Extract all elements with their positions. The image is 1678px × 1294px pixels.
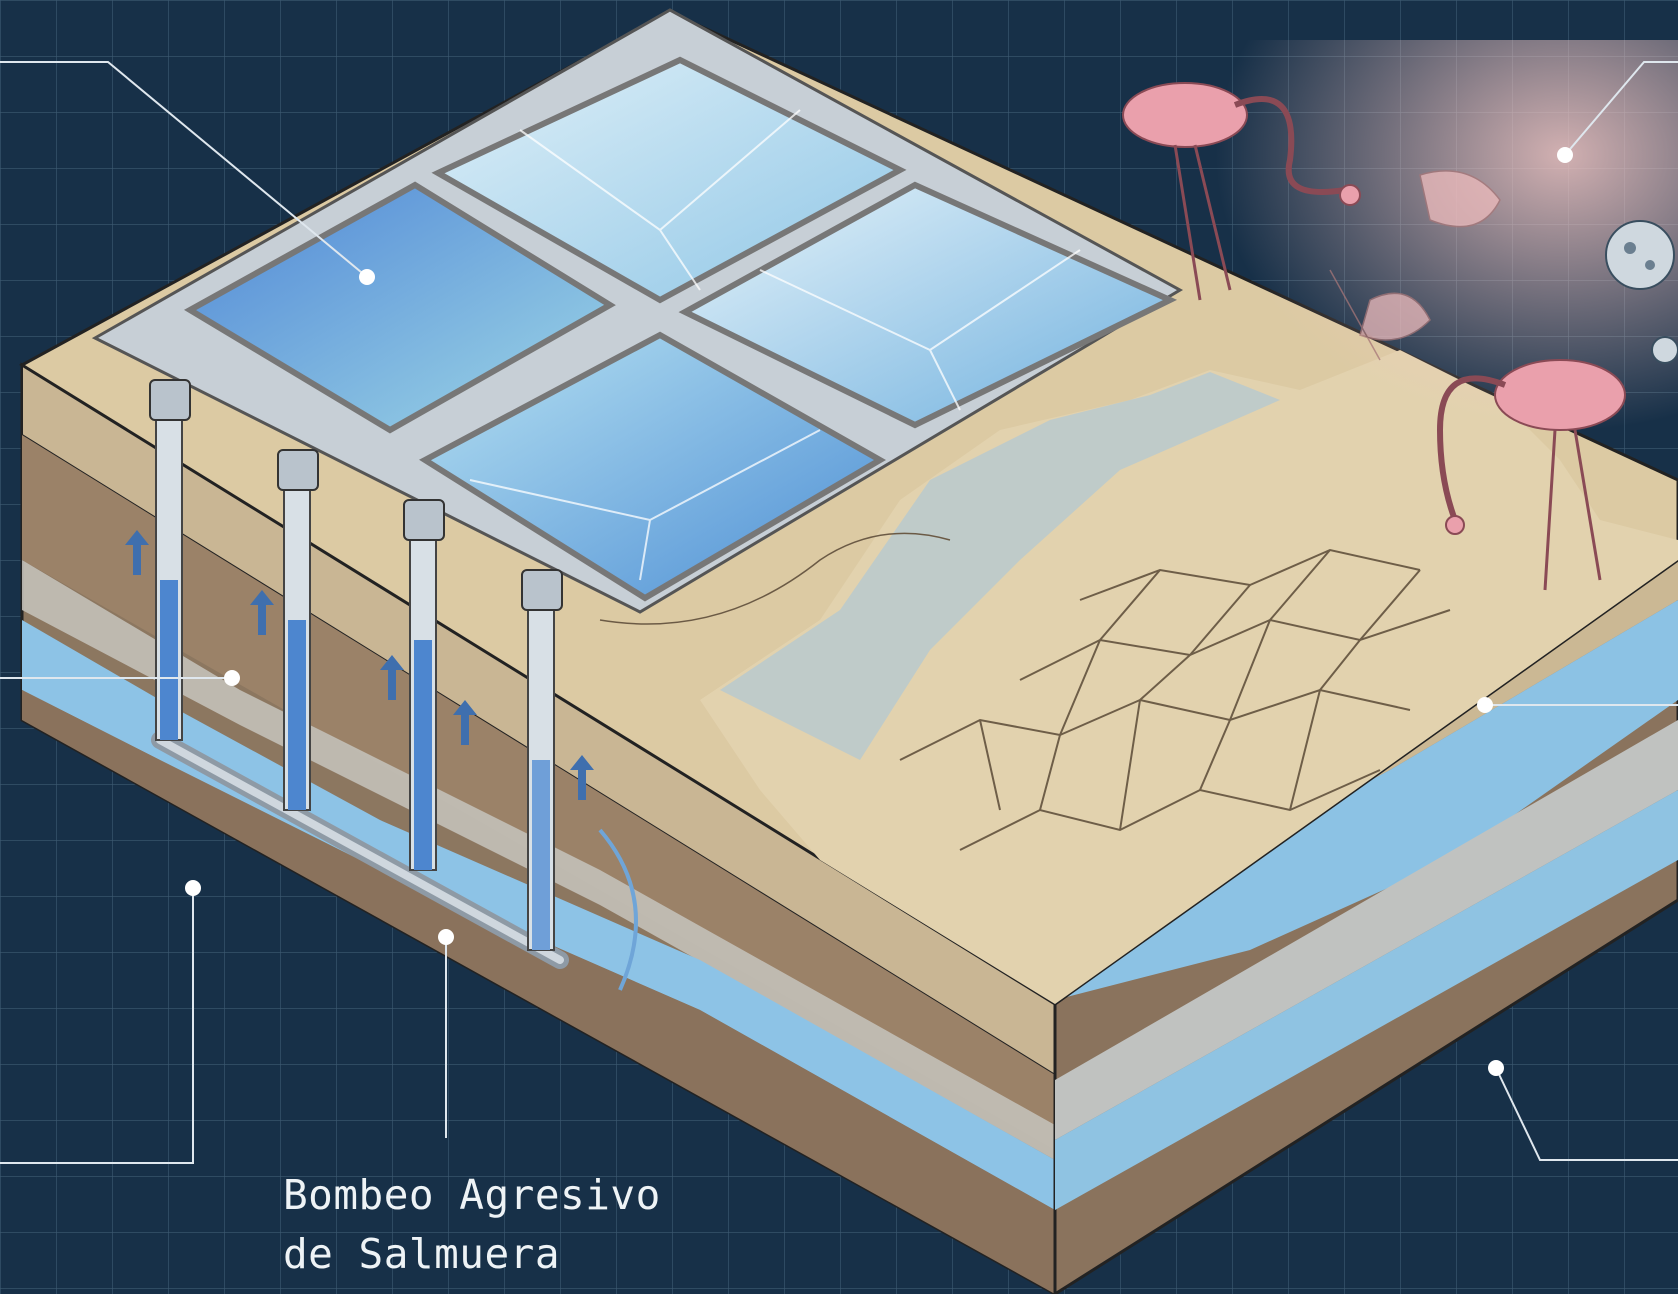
flamingo-fading xyxy=(1329,170,1501,361)
leader-flamingos xyxy=(1564,61,1678,156)
flamingo-right xyxy=(1436,359,1626,591)
flamingo-left xyxy=(1122,82,1361,301)
microbe-icon xyxy=(1605,220,1678,364)
flow-arrows xyxy=(125,530,594,800)
callout-leaders xyxy=(0,61,1678,1164)
brine-pumping-label-line-1: Bombeo Agresivo xyxy=(283,1171,661,1219)
evaporation-pond-icon xyxy=(91,8,1184,614)
callout-dots xyxy=(185,147,1573,1076)
pond-2 xyxy=(431,56,907,304)
pond-1 xyxy=(184,181,616,434)
brine-aquifer-right xyxy=(1055,600,1678,1000)
dry-channel xyxy=(720,372,1280,760)
well-1 xyxy=(149,379,191,741)
well-3 xyxy=(403,499,445,871)
pond-4 xyxy=(419,331,886,602)
brine-pumping-label-line-2: de Salmuera xyxy=(283,1230,561,1278)
cracked-ground xyxy=(899,548,1451,851)
leader-lower xyxy=(0,888,194,1164)
brine-pumping-label: Bombeo Agresivo de Salmuera xyxy=(283,1166,661,1284)
well-2 xyxy=(277,449,319,811)
flamingo-icon xyxy=(1100,40,1678,591)
extraction-well-icon xyxy=(149,379,638,991)
leader-ponds xyxy=(0,61,368,278)
well-4 xyxy=(521,569,563,951)
leader-lower-right xyxy=(1495,1067,1678,1161)
